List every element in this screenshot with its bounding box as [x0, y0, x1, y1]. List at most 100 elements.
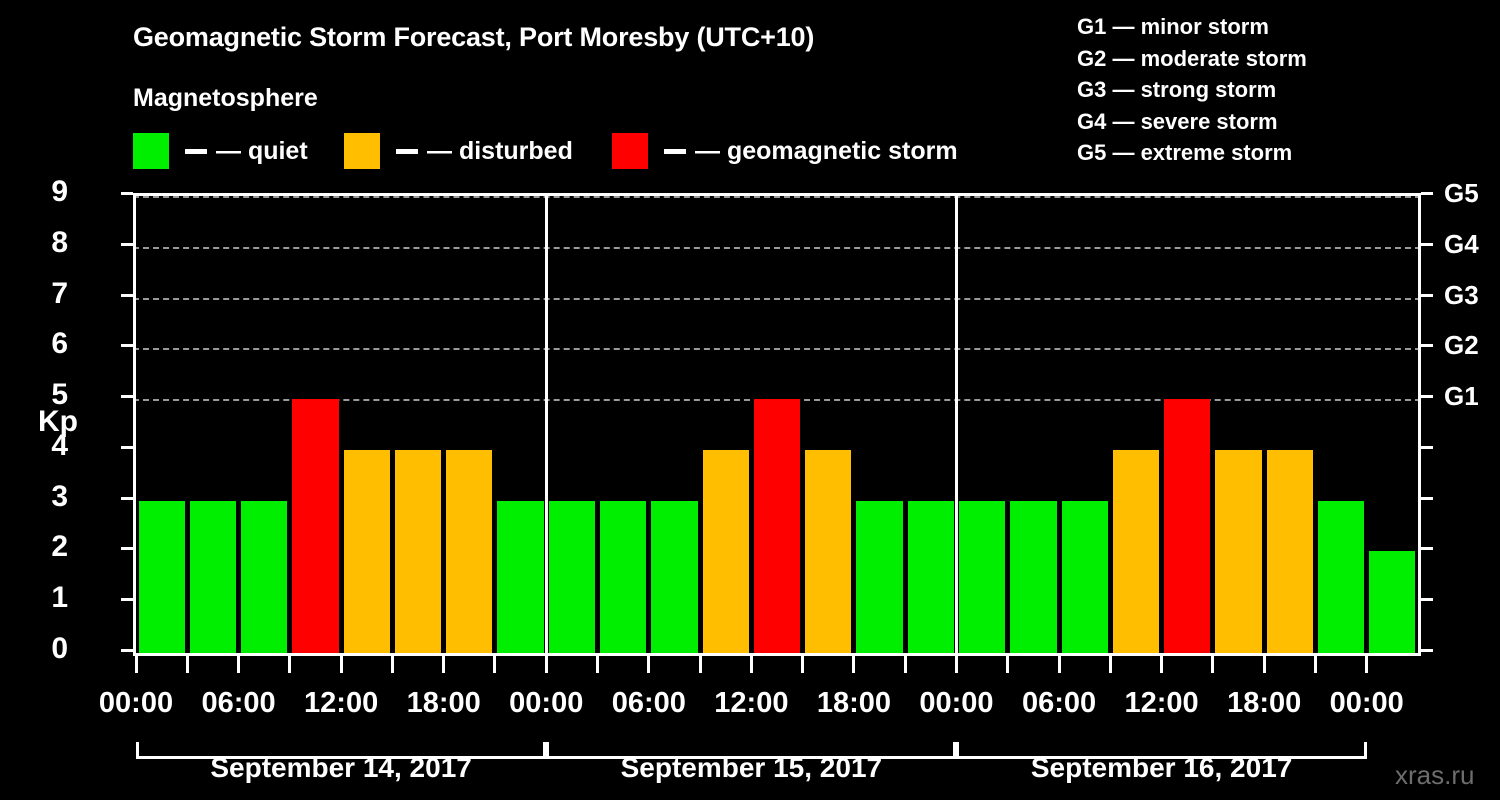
gridline-kp-8 — [133, 246, 1421, 249]
g-scale-row-4: G4 — severe storm — [1077, 108, 1278, 134]
x-tick-label: 06:00 — [201, 687, 276, 719]
watermark: xras.ru — [1395, 760, 1475, 790]
y-tick-label-5: 5 — [51, 378, 68, 412]
x-tick-mark — [1262, 656, 1266, 673]
bar-series — [133, 193, 1421, 656]
x-tick-mark — [698, 656, 702, 673]
bar — [907, 500, 954, 653]
x-tick-mark — [1313, 656, 1317, 673]
y-tick-mark — [121, 192, 133, 195]
plot-frame — [133, 193, 1421, 656]
bar — [856, 500, 903, 653]
bar — [189, 500, 237, 653]
x-tick-label: 06:00 — [611, 687, 686, 719]
x-tick-mark — [442, 656, 446, 673]
date-label-2: September 15, 2017 — [620, 752, 883, 783]
y-tick-mark — [1421, 395, 1433, 399]
x-tick-mark — [1006, 656, 1010, 673]
bar — [600, 500, 647, 653]
y-tick-mark — [1421, 192, 1433, 195]
bar — [1112, 449, 1160, 653]
legend-dash-icon — [185, 148, 207, 154]
chart-subtitle: Magnetosphere — [133, 84, 318, 112]
x-tick-label: 12:00 — [714, 687, 789, 719]
bar — [958, 500, 1006, 653]
g-tick-label-G1: G1 — [1444, 381, 1479, 412]
legend-item-1: — disturbed — [344, 133, 573, 169]
legend-dash-icon — [664, 148, 686, 154]
bar — [1317, 500, 1365, 653]
x-tick-mark — [339, 656, 343, 673]
x-tick-mark — [647, 656, 651, 673]
g-tick-label-G3: G3 — [1444, 279, 1479, 310]
gridline-kp-6 — [133, 348, 1421, 351]
y-tick-mark — [121, 496, 133, 500]
x-tick-label: 18:00 — [1227, 687, 1302, 719]
y-tick-label-9: 9 — [51, 175, 68, 208]
g-scale-row-2: G2 — moderate storm — [1077, 45, 1307, 71]
x-tick-mark — [544, 656, 548, 673]
bar — [805, 449, 852, 653]
x-tick-mark — [237, 656, 241, 673]
bar — [1215, 449, 1262, 653]
gridline-kp-9 — [133, 196, 1421, 198]
legend-swatch-icon — [612, 133, 648, 169]
date-label-1: September 14, 2017 — [210, 752, 472, 783]
g-tick-label-G5: G5 — [1444, 178, 1479, 208]
x-tick-mark — [185, 656, 189, 673]
x-tick-mark — [390, 656, 394, 673]
date-bracket-3 — [956, 742, 1367, 759]
bar — [343, 449, 390, 653]
bar — [1010, 500, 1057, 653]
x-tick-label: 18:00 — [406, 687, 481, 719]
x-tick-mark — [1057, 656, 1061, 673]
y-tick-mark — [1421, 293, 1433, 297]
y-tick-mark — [121, 395, 133, 399]
x-tick-label: 18:00 — [816, 687, 891, 719]
date-label-3: September 16, 2017 — [1030, 752, 1293, 783]
x-tick-mark — [134, 656, 138, 673]
y-tick-mark — [1421, 496, 1433, 500]
x-tick-mark — [1108, 656, 1112, 673]
y-tick-mark — [121, 293, 133, 297]
bar — [497, 500, 544, 653]
y-tick-label-0: 0 — [51, 632, 68, 665]
legend-dash-icon — [396, 148, 418, 154]
y-tick-label-3: 3 — [51, 479, 68, 513]
date-bracket-2 — [546, 742, 957, 759]
x-tick-mark — [1160, 656, 1164, 673]
bar — [753, 399, 801, 653]
x-tick-label: 12:00 — [1124, 687, 1199, 719]
x-tick-mark — [749, 656, 753, 673]
y-tick-label-4: 4 — [51, 428, 68, 462]
bar — [702, 449, 749, 653]
y-tick-label-6: 6 — [51, 327, 68, 361]
bar — [446, 449, 493, 653]
x-tick-mark — [954, 656, 958, 673]
y-tick-label-8: 8 — [51, 225, 68, 259]
bar — [394, 449, 442, 653]
legend-item-0: — quiet — [133, 133, 308, 169]
x-tick-label: 00:00 — [98, 687, 174, 719]
y-tick-mark — [121, 242, 133, 246]
g-scale-legend: G1 — minor storm G2 — moderate storm G3 — … — [1077, 11, 1307, 169]
bar — [548, 500, 595, 653]
y-tick-label-1: 1 — [51, 581, 68, 615]
y-axis-title: Kp — [38, 405, 78, 438]
g-tick-label-G2: G2 — [1444, 330, 1479, 361]
x-tick-mark — [1365, 656, 1369, 673]
day-separator-1 — [544, 193, 548, 656]
day-separator-2 — [954, 193, 958, 656]
y-tick-mark — [121, 649, 133, 652]
y-tick-mark — [121, 547, 133, 551]
bar — [651, 500, 698, 653]
y-tick-mark — [121, 344, 133, 348]
x-tick-label: 00:00 — [919, 687, 994, 719]
bar — [241, 500, 288, 653]
bar — [1164, 399, 1211, 653]
legend-label: — geomagnetic storm — [695, 136, 958, 165]
x-tick-label: 00:00 — [1329, 687, 1404, 719]
x-tick-mark — [493, 656, 497, 673]
x-tick-mark — [903, 656, 907, 673]
y-tick-mark — [121, 598, 133, 602]
